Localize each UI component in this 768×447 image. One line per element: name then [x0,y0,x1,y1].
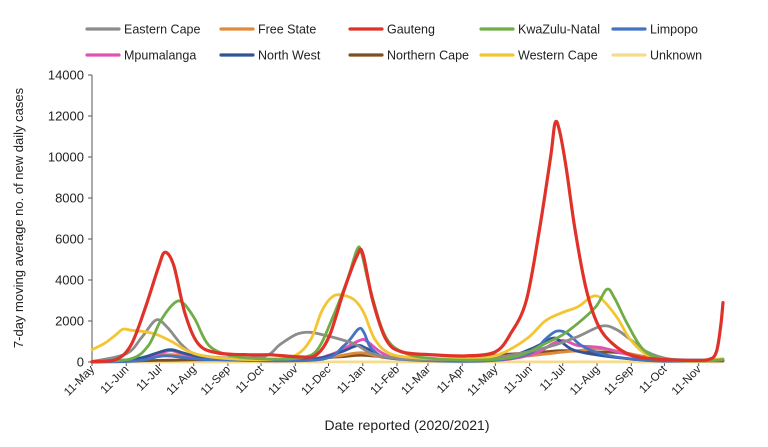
y-tick-label: 6000 [55,232,84,247]
x-tick-label: 11-Jan [335,364,368,397]
x-tick-label: 11-Mar [399,364,433,398]
y-axis-label: 7-day moving average no. of new daily ca… [11,87,26,348]
x-tick-label: 11-Nov [266,363,300,397]
legend-label-northern-cape: Northern Cape [387,49,469,63]
x-tick-label: 11-Aug [165,364,199,398]
x-tick-label: 11-Oct [637,363,670,396]
x-tick-label: 11-Jul [538,364,568,394]
y-tick-label: 2000 [55,314,84,329]
legend-label-kwazulu-natal: KwaZulu-Natal [518,23,600,37]
x-tick-label: 11-Nov [670,363,704,397]
x-tick-label: 11-Dec [300,363,334,397]
legend-label-western-cape: Western Cape [518,49,598,63]
legend-label-eastern-cape: Eastern Cape [124,23,200,37]
x-tick-label: 11-Apr [435,364,467,396]
legend-label-mpumalanga: Mpumalanga [124,49,196,63]
y-tick-label: 0 [77,355,84,370]
legend-label-limpopo: Limpopo [650,23,698,37]
x-tick-label: 11-Sep [602,364,636,398]
legend-label-unknown: Unknown [650,49,702,63]
y-tick-label: 4000 [55,273,84,288]
x-tick-label: 11-Aug [568,364,602,398]
y-tick-label: 12000 [48,109,84,124]
series [92,121,723,362]
legend-label-north-west: North West [258,49,321,63]
x-tick-label: 11-May [465,363,500,398]
x-tick-label: 11-Jul [135,364,165,394]
y-tick-label: 8000 [55,191,84,206]
legend: Eastern Cape Free State Gauteng KwaZulu-Nat… [87,23,702,63]
legend-label-free-state: Free State [258,23,316,37]
x-tick-label: 11-Jun [99,364,132,397]
y-tick-label: 10000 [48,150,84,165]
y-ticks: 0 2000 4000 6000 8000 10000 12000 14000 [48,68,92,370]
legend-label-gauteng: Gauteng [387,23,435,37]
y-tick-label: 14000 [48,68,84,83]
x-tick-label: 11-Oct [234,363,267,396]
x-tick-label: 11-Jun [502,364,535,397]
series-line-kwazulu-natal [92,247,723,362]
x-tick-label: 11-Sep [199,364,233,398]
x-tick-label: 11-Feb [368,364,402,398]
x-axis-label: Date reported (2020/2021) [325,417,490,433]
